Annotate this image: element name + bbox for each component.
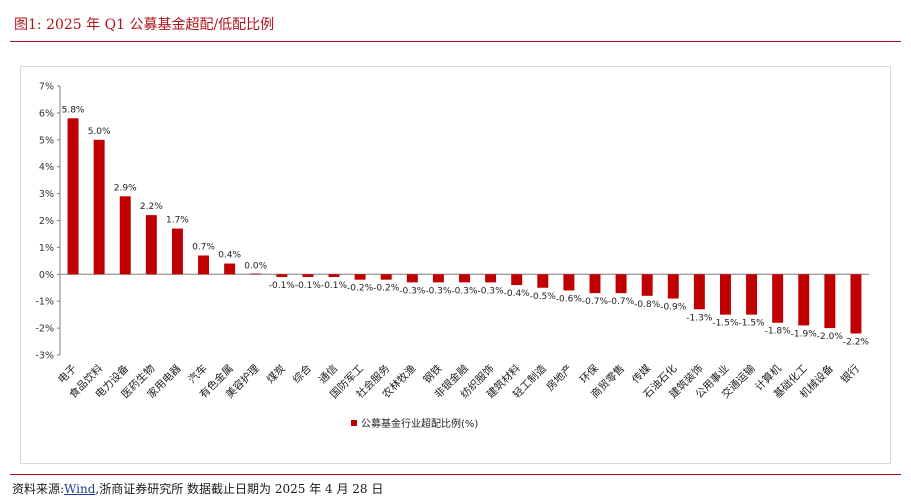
data-label: 2.9% bbox=[114, 183, 137, 193]
bar bbox=[432, 274, 444, 283]
bar bbox=[145, 215, 157, 275]
y-tick-label: 0% bbox=[39, 270, 54, 281]
chart-frame: 7% 6% 5% 4% 3% 2% 1% 0% -1% -2% -3% 5.8% 5.0% 2.9% 2.… bbox=[20, 66, 891, 464]
y-axis: 7% 6% 5% 4% 3% 2% 1% 0% -1% -2% -3% bbox=[36, 82, 869, 362]
bar bbox=[119, 196, 131, 275]
data-label: -0.1% bbox=[321, 281, 348, 291]
bar bbox=[615, 274, 627, 294]
bar bbox=[198, 255, 210, 275]
legend: 公募基金行业超配比例(%) bbox=[351, 417, 478, 430]
y-tick-label: 5% bbox=[39, 135, 54, 146]
data-label: -0.2% bbox=[347, 284, 374, 294]
bar bbox=[276, 274, 288, 277]
value-labels: 5.8%5.0%2.9%2.2%1.7%0.7%0.4%0.0%-0.1% -0.… bbox=[62, 105, 870, 347]
data-label: 0.7% bbox=[192, 242, 215, 252]
x-tick-label: 房地产 bbox=[544, 362, 575, 393]
y-tick-label: 6% bbox=[39, 108, 54, 119]
bar bbox=[693, 274, 705, 310]
data-label: 0.4% bbox=[218, 251, 241, 261]
data-label: 5.8% bbox=[62, 105, 85, 115]
y-tick-label: -2% bbox=[36, 324, 55, 335]
data-label: -0.3% bbox=[425, 286, 452, 296]
bar bbox=[354, 274, 366, 280]
bars bbox=[67, 118, 862, 334]
data-label: -0.6% bbox=[556, 294, 583, 304]
x-tick-label: 煤炭 bbox=[264, 362, 288, 386]
bar bbox=[589, 274, 601, 294]
bar bbox=[302, 274, 314, 277]
x-tick-label: 电子 bbox=[55, 362, 79, 386]
bar bbox=[93, 139, 105, 275]
y-tick-label: -3% bbox=[36, 351, 55, 362]
bar-chart: 7% 6% 5% 4% 3% 2% 1% 0% -1% -2% -3% 5.8% 5.0% 2.9%2.… bbox=[36, 82, 870, 431]
bar bbox=[719, 274, 731, 315]
y-tick-label: 7% bbox=[39, 82, 54, 93]
data-label: -0.8% bbox=[634, 300, 661, 310]
source-rule bbox=[10, 474, 901, 475]
bar bbox=[511, 274, 523, 286]
bar bbox=[406, 274, 418, 283]
data-label: -2.0% bbox=[817, 332, 844, 342]
y-tick-label: 2% bbox=[39, 216, 54, 227]
data-label: -0.3% bbox=[399, 286, 426, 296]
data-label: 1.7% bbox=[166, 216, 189, 226]
legend-swatch bbox=[351, 420, 357, 426]
source-note: 资料来源:Wind,浙商证券研究所 数据截止日期为 2025 年 4 月 28 … bbox=[12, 480, 383, 497]
data-label: -2.2% bbox=[843, 337, 870, 347]
source-suffix: ,浙商证券研究所 数据截止日期为 2025 年 4 月 28 日 bbox=[95, 482, 384, 496]
data-label: 5.0% bbox=[88, 127, 111, 137]
bar bbox=[328, 274, 340, 277]
data-label: -0.3% bbox=[451, 286, 478, 296]
data-label: -0.3% bbox=[478, 286, 505, 296]
bar bbox=[67, 118, 79, 275]
title-rule bbox=[10, 41, 901, 42]
bar bbox=[485, 274, 497, 283]
source-prefix: 资料来源: bbox=[12, 482, 65, 496]
y-tick-label: -1% bbox=[36, 297, 55, 308]
data-label: -0.7% bbox=[582, 297, 609, 307]
bar bbox=[798, 274, 810, 326]
bar bbox=[772, 274, 784, 323]
data-label: 2.2% bbox=[140, 202, 163, 212]
data-label: -0.7% bbox=[608, 297, 635, 307]
x-tick-label: 综合 bbox=[290, 362, 314, 386]
bar bbox=[224, 263, 236, 275]
bar bbox=[380, 274, 392, 280]
y-tick-label: 3% bbox=[39, 189, 54, 200]
y-tick-label: 1% bbox=[39, 243, 54, 254]
bar bbox=[824, 274, 836, 329]
bar bbox=[850, 274, 862, 334]
legend-label: 公募基金行业超配比例(%) bbox=[361, 417, 478, 430]
data-label: -1.3% bbox=[686, 313, 713, 323]
data-label: -0.4% bbox=[504, 289, 531, 299]
data-label: -0.9% bbox=[660, 303, 687, 313]
x-tick-label: 汽车 bbox=[186, 362, 210, 386]
bar bbox=[563, 274, 575, 291]
figure-title: 图1: 2025 年 Q1 公募基金超配/低配比例 bbox=[14, 17, 275, 33]
y-tick-label: 4% bbox=[39, 162, 54, 173]
data-label: -0.1% bbox=[295, 281, 322, 291]
bar bbox=[250, 273, 262, 275]
data-label: 0.0% bbox=[244, 261, 267, 271]
bar bbox=[667, 274, 679, 299]
bar bbox=[459, 274, 470, 283]
data-label: -1.5% bbox=[739, 319, 766, 329]
x-tick-label: 银行 bbox=[838, 362, 862, 386]
bar bbox=[537, 274, 549, 288]
bar bbox=[171, 228, 183, 275]
bar bbox=[746, 274, 758, 315]
data-label: -1.9% bbox=[791, 329, 818, 339]
data-label: -1.5% bbox=[712, 319, 739, 329]
data-label: -0.2% bbox=[373, 284, 400, 294]
data-label: -1.8% bbox=[765, 327, 792, 337]
data-label: -0.1% bbox=[269, 281, 296, 291]
data-label: -0.5% bbox=[530, 292, 557, 302]
bar bbox=[641, 274, 653, 296]
source-link-wind[interactable]: Wind bbox=[64, 482, 96, 496]
